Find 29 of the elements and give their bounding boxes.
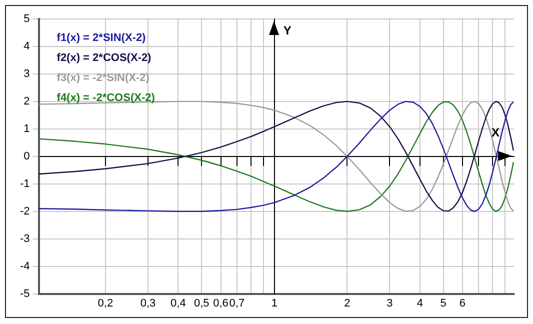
x-tick-label: 0,3 xyxy=(140,297,156,310)
y-tick-label: 2 xyxy=(24,95,30,108)
text: f1(x) = 2*SIN(X-2) xyxy=(56,32,146,44)
y-tick-label: 3 xyxy=(24,68,30,80)
text: f2(x) = 2*COS(X-2) xyxy=(56,52,152,64)
y-tick-label: -4 xyxy=(20,260,30,272)
text: f4(x) = -2*COS(X-2) xyxy=(56,92,156,104)
x-tick-label: 1 xyxy=(271,297,278,310)
y-tick-label: -3 xyxy=(20,232,30,245)
x-tick-label: 0,5 xyxy=(194,297,210,310)
y-tick-label: -2 xyxy=(20,205,30,218)
y-tick-label: -5 xyxy=(20,288,30,300)
series-label: f3(x) = -2*SIN(X-2) xyxy=(56,72,150,84)
x-tick-label: 0,2 xyxy=(98,297,114,310)
x-tick-label: 0,7 xyxy=(229,297,245,310)
y-tick-label: 5 xyxy=(24,13,30,26)
x-tick-label: 5 xyxy=(440,297,446,310)
x-tick-label: 3 xyxy=(386,297,393,310)
y-tick-label: 4 xyxy=(24,40,30,53)
x-tick-label: 4 xyxy=(416,297,423,310)
x-tick-label: 2 xyxy=(344,297,350,310)
y-tick-label: -1 xyxy=(20,178,30,190)
y-tick-label: 0 xyxy=(24,150,30,162)
x-tick-label: 0,4 xyxy=(170,297,186,310)
y-tick-label: 1 xyxy=(24,122,30,135)
x-tick-label: 0,6 xyxy=(213,297,228,310)
y-axis-title: Y xyxy=(283,23,292,38)
x-axis-title: X xyxy=(491,126,500,140)
x-tick-label: 6 xyxy=(459,297,466,310)
